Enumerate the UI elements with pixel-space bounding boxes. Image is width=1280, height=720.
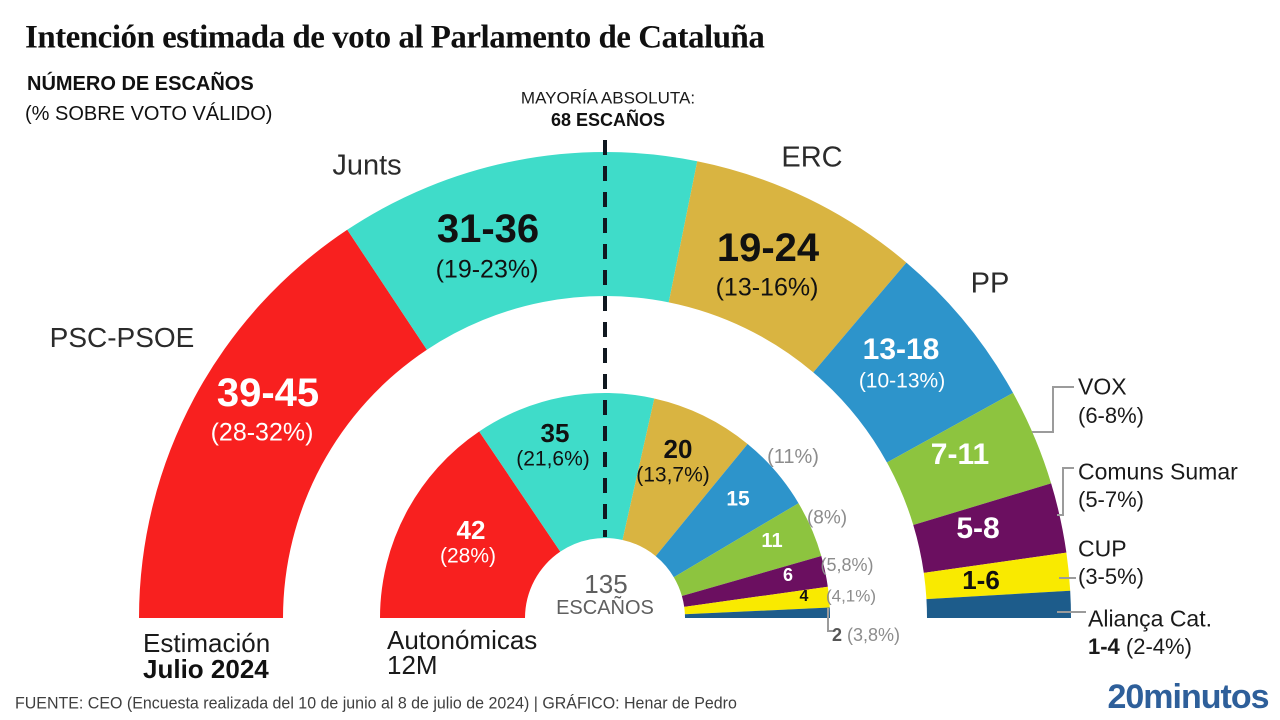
outer-segment-alian-a-cat- <box>926 590 1071 618</box>
legend-inner-line1: Autonómicas <box>387 625 538 655</box>
outer-value-erc: 19-24 <box>716 226 820 270</box>
outer-pct-junts: (19-23%) <box>435 255 539 284</box>
subtitle-seats: NÚMERO DE ESCAÑOS <box>27 73 254 95</box>
inner-value-comuns: 6 <box>782 565 794 585</box>
vox-connector <box>1032 386 1074 433</box>
inner-pct-erc: (13,7%) <box>636 463 710 487</box>
majority-label: MAYORÍA ABSOLUTA: <box>520 88 696 108</box>
callout-label-alianca: Aliança Cat. <box>1088 605 1213 632</box>
inner-segment-erc <box>622 398 748 557</box>
inner-pct-comuns: (5,8%) <box>820 555 874 575</box>
party-label-psc: PSC-PSOE <box>49 322 195 353</box>
inner-value-vox: 11 <box>761 530 783 552</box>
outer-pct-erc: (13-16%) <box>715 273 819 302</box>
inner-alianca-connector <box>827 608 834 632</box>
callout-range-alianca: 1-4 (2-4%) <box>1088 636 1192 658</box>
majority-seats: 68 ESCAÑOS <box>550 110 666 130</box>
callout-label-cup: CUP <box>1078 535 1127 562</box>
outer-segment-pp <box>813 262 1014 463</box>
center-total: 135 <box>584 569 628 599</box>
legend-outer-line2: Julio 2024 <box>143 654 269 684</box>
inner-value-psc: 42 <box>456 515 486 545</box>
callout-pct-comuns: (5-7%) <box>1078 487 1145 512</box>
outer-value-comuns: 5-8 <box>956 512 1000 545</box>
comuns-connector <box>1057 467 1074 516</box>
outer-pct-psc: (28-32%) <box>210 418 314 447</box>
callout-connectors <box>827 386 1086 632</box>
outer-value-psc: 39-45 <box>216 371 320 415</box>
callout-label-comuns: Comuns Sumar <box>1078 458 1238 485</box>
inner-segment-vox <box>673 503 822 596</box>
inner-value-cup: 4 <box>799 588 809 605</box>
alianca-pct: (2-4%) <box>1125 634 1192 659</box>
inner-pct-pp: (11%) <box>767 446 819 468</box>
inner-segment-junts <box>479 393 655 552</box>
page-title: Intención estimada de voto al Parlamento… <box>25 19 765 56</box>
publisher-logo: 20minutos <box>1107 678 1269 716</box>
inner-pct-vox: (8%) <box>806 507 848 529</box>
inner-segment-comuns-sumar <box>681 555 828 607</box>
callout-pct-cup: (3-5%) <box>1078 564 1145 589</box>
outer-segment-vox <box>886 392 1052 525</box>
inner-value-alianca: 2 <box>832 625 843 645</box>
outer-value-pp: 13-18 <box>862 333 940 366</box>
inner-value-alianca-row: 2 (3,8%) <box>832 626 900 644</box>
outer-segment-cup <box>923 552 1071 600</box>
outer-segment-psc-psoe <box>139 229 427 618</box>
inner-value-pp: 15 <box>726 487 750 511</box>
alianca-seats: 1-4 <box>1088 634 1120 659</box>
legend-inner-line2: 12M <box>387 650 438 680</box>
outer-segment-comuns-sumar <box>913 483 1067 573</box>
inner-pct-cup: (4,1%) <box>825 586 877 606</box>
inner-segment-psc-psoe <box>380 431 561 618</box>
party-label-junts: Junts <box>332 149 402 182</box>
inner-value-junts: 35 <box>540 418 570 448</box>
inner-segment-pp <box>655 443 799 578</box>
callout-pct-vox: (6-8%) <box>1078 403 1145 428</box>
source-credit: FUENTE: CEO (Encuesta realizada del 10 d… <box>15 693 737 713</box>
center-unit: ESCAÑOS <box>556 597 654 619</box>
subtitle-pct: (% SOBRE VOTO VÁLIDO) <box>25 103 273 125</box>
inner-pct-psc: (28%) <box>439 544 497 568</box>
outer-segment-junts <box>347 151 698 350</box>
party-label-erc: ERC <box>781 141 843 174</box>
outer-value-junts: 31-36 <box>436 207 540 251</box>
legend-outer-line1: Estimación <box>143 628 271 658</box>
outer-value-cup: 1-6 <box>962 565 1000 595</box>
inner-pct-junts: (21,6%) <box>516 447 590 471</box>
outer-value-vox: 7-11 <box>930 438 990 471</box>
inner-value-erc: 20 <box>663 434 693 464</box>
inner-pct-alianca: (3,8%) <box>847 625 901 645</box>
party-label-pp: PP <box>970 267 1010 300</box>
outer-pct-pp: (10-13%) <box>858 369 946 393</box>
outer-segment-erc <box>668 161 907 373</box>
inner-segment-alian-a-cat- <box>684 607 831 618</box>
callout-label-vox: VOX <box>1078 373 1127 400</box>
inner-segment-cup <box>684 586 830 615</box>
